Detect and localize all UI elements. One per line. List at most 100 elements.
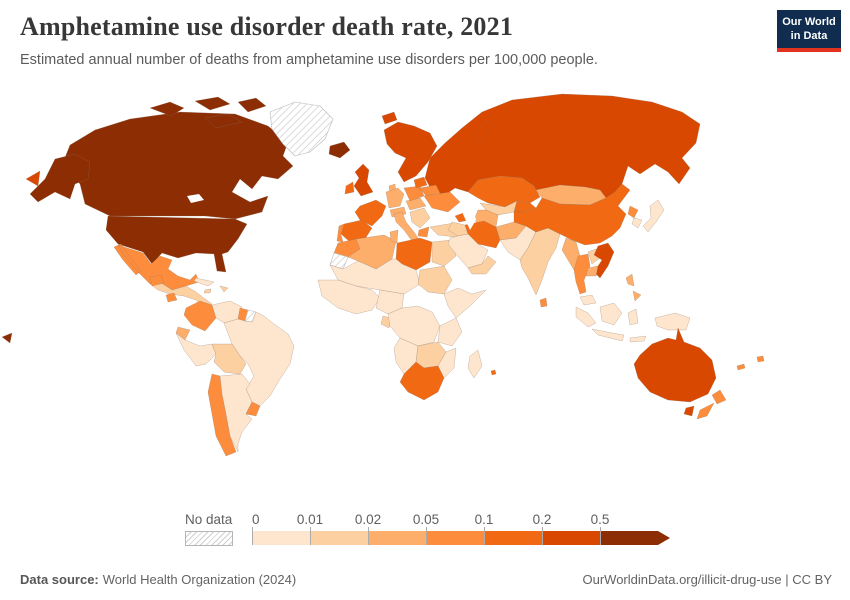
region-north-korea[interactable] xyxy=(627,205,639,219)
legend-segment[interactable] xyxy=(368,531,426,545)
caspian-sea xyxy=(460,192,476,230)
region-philippines[interactable] xyxy=(625,273,642,302)
color-scale-legend: 0 0.01 0.02 0.05 0.1 0.2 0.5 xyxy=(252,512,682,548)
region-canada[interactable] xyxy=(61,111,294,220)
region-china[interactable] xyxy=(513,183,631,246)
region-colombia[interactable] xyxy=(183,300,217,332)
region-balkans-romania[interactable] xyxy=(409,207,431,229)
owid-logo-line1: Our World xyxy=(782,16,836,28)
credit-link[interactable]: OurWorldinData.org/illicit-drug-use | CC… xyxy=(582,572,833,587)
legend-tick-label: 0.01 xyxy=(296,512,324,527)
region-france[interactable] xyxy=(354,199,387,227)
region-cuba[interactable] xyxy=(193,277,215,287)
world-choropleth-map xyxy=(1,93,765,457)
legend-segment[interactable] xyxy=(426,531,484,545)
region-saudi-arabia[interactable] xyxy=(447,233,489,269)
region-jamaica[interactable] xyxy=(203,288,212,294)
region-belarus[interactable] xyxy=(419,184,441,197)
legend-tick xyxy=(484,527,485,545)
region-svalbard[interactable] xyxy=(381,111,398,125)
region-guatemala[interactable] xyxy=(149,274,165,287)
region-argentina[interactable] xyxy=(219,373,253,453)
region-west-africa[interactable] xyxy=(317,279,381,315)
region-australia[interactable] xyxy=(633,327,717,403)
region-mozambique[interactable] xyxy=(437,347,457,379)
region-ukraine[interactable] xyxy=(423,191,461,213)
region-kazakhstan[interactable] xyxy=(467,175,541,208)
region-tasmania[interactable] xyxy=(683,405,695,417)
region-novaya-zemlya[interactable] xyxy=(473,119,494,143)
region-sulawesi[interactable] xyxy=(627,308,639,326)
region-sri-lanka[interactable] xyxy=(539,297,548,308)
region-mexico[interactable] xyxy=(113,243,200,291)
legend-tick xyxy=(368,527,369,545)
legend-tick-label: 0.02 xyxy=(354,512,382,527)
region-peru[interactable] xyxy=(175,332,217,367)
region-portugal[interactable] xyxy=(336,223,345,243)
legend-segment[interactable] xyxy=(600,531,670,545)
no-data-label: No data xyxy=(185,512,233,527)
region-ireland[interactable] xyxy=(344,181,355,195)
region-united-kingdom[interactable] xyxy=(353,163,374,197)
region-mauritius[interactable] xyxy=(490,369,497,376)
region-cambodia[interactable] xyxy=(585,265,599,277)
region-iceland[interactable] xyxy=(328,141,351,159)
region-canadian-arctic-islands[interactable] xyxy=(149,96,267,129)
region-uruguay[interactable] xyxy=(245,401,261,417)
region-new-guinea[interactable] xyxy=(654,312,691,331)
legend-segment[interactable] xyxy=(252,531,310,545)
legend-tick-label: 0 xyxy=(252,512,260,527)
region-fiji[interactable] xyxy=(756,355,765,363)
region-india[interactable] xyxy=(519,227,561,296)
page-subtitle: Estimated annual number of deaths from a… xyxy=(20,52,598,68)
region-greece[interactable] xyxy=(417,226,430,238)
data-source: Data source: World Health Organization (2… xyxy=(20,572,296,587)
region-new-caledonia[interactable] xyxy=(736,363,746,371)
legend-tick xyxy=(252,527,253,545)
legend-segment[interactable] xyxy=(484,531,542,545)
region-japan[interactable] xyxy=(642,199,665,233)
page-title: Amphetamine use disorder death rate, 202… xyxy=(20,12,514,41)
region-horn-of-africa[interactable] xyxy=(443,287,487,319)
region-usa[interactable] xyxy=(105,215,248,273)
region-chukotka[interactable] xyxy=(25,170,41,187)
legend-segment[interactable] xyxy=(542,531,600,545)
region-lesser-sunda-islands[interactable] xyxy=(629,335,647,343)
region-baltic-states[interactable] xyxy=(413,176,428,189)
footer: Data source: World Health Organization (2… xyxy=(20,572,832,587)
region-brazil[interactable] xyxy=(223,311,295,407)
region-scandinavia[interactable] xyxy=(383,121,438,183)
region-hispaniola[interactable] xyxy=(219,285,229,293)
region-east-africa[interactable] xyxy=(437,317,463,347)
region-java[interactable] xyxy=(591,328,625,342)
region-sudan[interactable] xyxy=(417,265,453,295)
region-russia[interactable] xyxy=(424,93,701,199)
region-borneo[interactable] xyxy=(599,302,623,326)
region-sahel[interactable] xyxy=(329,258,421,295)
region-madagascar[interactable] xyxy=(467,349,483,379)
region-malaysia[interactable] xyxy=(579,294,597,306)
region-tunisia[interactable] xyxy=(389,229,399,244)
region-greenland[interactable] xyxy=(269,101,334,157)
legend-tick-label: 0.2 xyxy=(532,512,552,527)
region-costa-rica-panama[interactable] xyxy=(165,292,178,303)
region-germany[interactable] xyxy=(385,187,405,209)
region-thailand[interactable] xyxy=(573,253,591,295)
region-central-africa[interactable] xyxy=(387,305,441,347)
region-vietnam[interactable] xyxy=(593,242,615,279)
region-aleutian-islands[interactable] xyxy=(1,332,13,344)
no-data-swatch[interactable] xyxy=(185,531,233,546)
region-new-zealand-south-island[interactable] xyxy=(696,402,715,420)
no-data-legend[interactable]: No data xyxy=(185,512,235,546)
legend-tick xyxy=(426,527,427,545)
region-south-africa[interactable] xyxy=(399,361,445,401)
region-sumatra[interactable] xyxy=(575,306,597,328)
data-source-text: World Health Organization (2024) xyxy=(102,572,297,587)
region-south-korea[interactable] xyxy=(631,217,643,229)
legend-segment[interactable] xyxy=(310,531,368,545)
region-yemen-oman[interactable] xyxy=(467,255,497,275)
region-alaska[interactable] xyxy=(29,153,91,203)
region-ecuador[interactable] xyxy=(175,326,191,341)
owid-logo[interactable]: Our World in Data xyxy=(777,10,841,52)
region-new-zealand-north-island[interactable] xyxy=(711,389,727,405)
